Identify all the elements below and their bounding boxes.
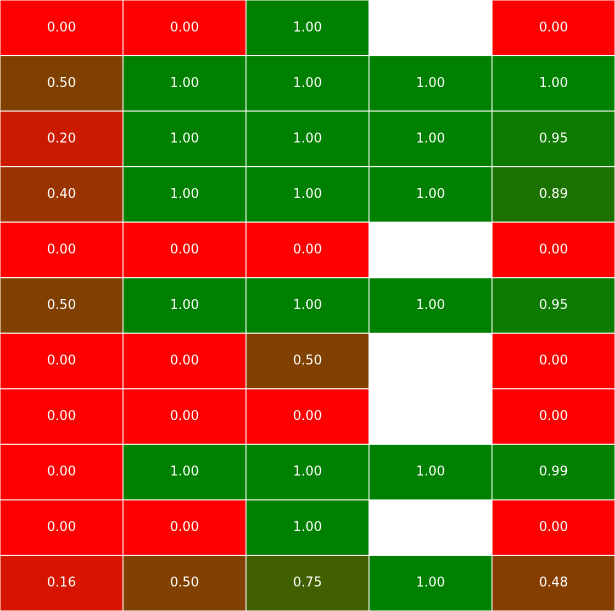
heatmap-cell-empty <box>369 499 492 556</box>
cell-value-label: 0.00 <box>47 409 76 424</box>
cell-value-label: 0.00 <box>539 409 568 424</box>
cell-value-label: 1.00 <box>293 298 322 313</box>
heatmap-cell <box>368 166 493 223</box>
heatmap-cell <box>245 443 370 501</box>
cell-value-label: 0.50 <box>170 576 199 591</box>
cell-value-label: 1.00 <box>293 76 322 91</box>
cell-value-label: 1.00 <box>170 187 199 202</box>
cell-value-label: 1.00 <box>170 76 199 91</box>
cell-value-label: 0.00 <box>293 409 322 424</box>
cell-value-label: 0.00 <box>47 465 76 480</box>
cell-value-label: 0.00 <box>170 520 199 535</box>
cell-value-label: 0.00 <box>539 242 568 257</box>
heatmap-cell <box>491 0 615 57</box>
cell-value-label: 0.50 <box>47 76 76 91</box>
heatmap-cell <box>0 221 124 279</box>
heatmap-cell <box>245 388 370 445</box>
cell-value-label: 0.00 <box>47 354 76 369</box>
cell-value-label: 0.99 <box>539 465 568 480</box>
cell-value-label: 1.00 <box>293 520 322 535</box>
cell-value-label: 1.00 <box>170 298 199 313</box>
cell-value-label: 0.50 <box>47 298 76 313</box>
cell-value-label: 0.00 <box>539 520 568 535</box>
heatmap-cell-empty <box>369 333 492 389</box>
cell-value-label: 1.00 <box>416 576 445 591</box>
heatmap-cell <box>491 554 615 611</box>
heatmap-cell <box>491 388 615 445</box>
heatmap-cell <box>245 55 370 112</box>
heatmap-cell <box>491 55 615 112</box>
heatmap-cell <box>122 0 247 57</box>
heatmap-cell <box>245 277 370 334</box>
cell-value-label: 0.00 <box>293 242 322 257</box>
cell-value-label: 1.00 <box>416 76 445 91</box>
cell-value-label: 0.50 <box>293 354 322 369</box>
heatmap-cell <box>491 443 615 501</box>
cell-value-label: 1.00 <box>416 187 445 202</box>
cell-value-label: 0.20 <box>47 131 76 146</box>
cell-value-label: 1.00 <box>293 187 322 202</box>
cell-value-label: 0.00 <box>47 520 76 535</box>
cell-value-label: 0.16 <box>47 576 76 591</box>
heatmap-cell <box>122 221 247 279</box>
heatmap-cell <box>368 55 493 112</box>
heatmap-cell <box>245 554 370 611</box>
heatmap-cell <box>368 554 493 611</box>
heatmap-cell <box>122 554 247 611</box>
cell-value-label: 1.00 <box>293 131 322 146</box>
heatmap-cell <box>0 110 124 168</box>
cell-value-label: 1.00 <box>416 298 445 313</box>
heatmap-cell <box>491 166 615 223</box>
heatmap-cell-empty <box>369 388 492 445</box>
cell-value-label: 0.00 <box>539 20 568 35</box>
heatmap-cell <box>245 166 370 223</box>
heatmap-cell <box>491 499 615 556</box>
cell-value-label: 1.00 <box>293 20 322 35</box>
cell-value-label: 0.00 <box>539 354 568 369</box>
heatmap-cell <box>491 277 615 334</box>
cell-value-label: 1.00 <box>539 76 568 91</box>
heatmap-cell <box>0 55 124 112</box>
heatmap-cell <box>245 221 370 279</box>
cell-value-label: 0.00 <box>170 20 199 35</box>
heatmap-cell <box>122 443 247 501</box>
heatmap-cell <box>368 110 493 168</box>
heatmap-cell-empty <box>369 0 492 56</box>
heatmap-cell <box>245 332 370 390</box>
cell-value-label: 0.75 <box>293 576 322 591</box>
cell-value-label: 0.00 <box>47 20 76 35</box>
cell-value-label: 1.00 <box>170 131 199 146</box>
cell-value-label: 1.00 <box>170 465 199 480</box>
cell-value-label: 0.00 <box>170 354 199 369</box>
heatmap-cell <box>122 110 247 168</box>
cell-value-label: 0.95 <box>539 298 568 313</box>
cell-value-label: 0.40 <box>47 187 76 202</box>
heatmap-cell <box>245 110 370 168</box>
heatmap-cell <box>368 443 493 501</box>
heatmap-cell <box>0 388 124 445</box>
cell-value-label: 0.00 <box>47 242 76 257</box>
cell-value-label: 0.00 <box>170 242 199 257</box>
cell-value-label: 0.89 <box>539 187 568 202</box>
cell-value-label: 0.48 <box>539 576 568 591</box>
heatmap-cell <box>0 166 124 223</box>
heatmap-cell <box>491 110 615 168</box>
cell-value-label: 1.00 <box>416 131 445 146</box>
cell-value-label: 0.95 <box>539 131 568 146</box>
cell-value-label: 0.00 <box>170 409 199 424</box>
cell-value-label: 1.00 <box>293 465 322 480</box>
cell-value-label: 1.00 <box>416 465 445 480</box>
heatmap-cell-empty <box>369 222 492 278</box>
